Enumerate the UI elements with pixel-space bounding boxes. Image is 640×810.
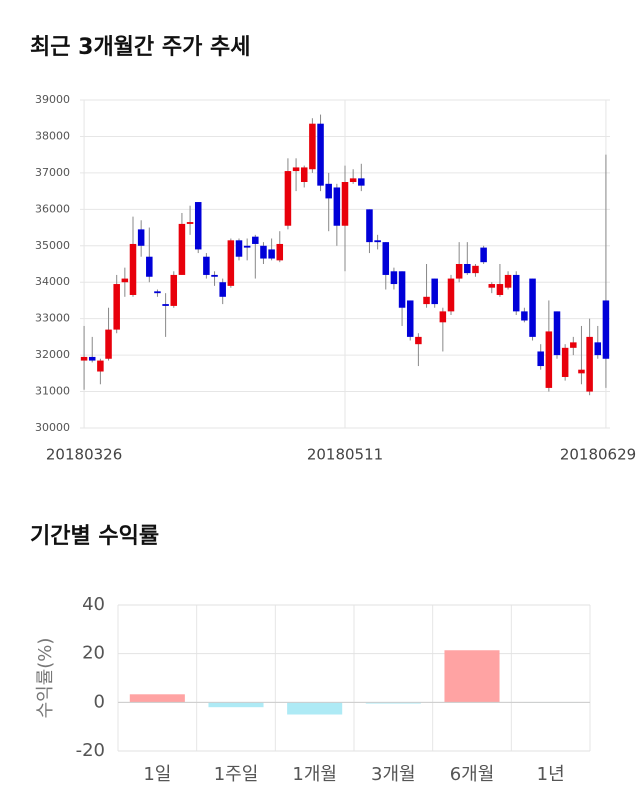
y-tick-label: 33000 bbox=[35, 312, 70, 325]
y-tick-label: 38000 bbox=[35, 129, 70, 142]
candle-body bbox=[537, 351, 544, 367]
candle-body bbox=[186, 222, 194, 224]
candle-body bbox=[431, 278, 438, 305]
candle-body bbox=[406, 300, 414, 337]
candle-body bbox=[553, 311, 561, 356]
candle-body bbox=[464, 264, 471, 274]
x-tick-label: 6개월 bbox=[450, 764, 495, 785]
y-tick-label: 20 bbox=[82, 643, 105, 664]
candle-body bbox=[496, 284, 504, 295]
x-tick-label: 20180326 bbox=[46, 446, 122, 464]
y-tick-label: 0 bbox=[94, 691, 105, 712]
candle-body bbox=[472, 265, 479, 274]
candle-body bbox=[480, 247, 487, 263]
y-tick-label: 40 bbox=[82, 594, 105, 615]
candle-body bbox=[211, 274, 218, 277]
candle-body bbox=[154, 291, 161, 294]
candle-body bbox=[113, 284, 120, 330]
candle-body bbox=[358, 178, 365, 186]
x-tick-label: 20180511 bbox=[307, 446, 383, 464]
y-tick-label: 37000 bbox=[35, 166, 70, 179]
candle-body bbox=[398, 271, 406, 308]
y-tick-label: 30000 bbox=[35, 421, 70, 434]
candle-body bbox=[309, 123, 316, 170]
candle-body bbox=[504, 274, 512, 288]
candle-body bbox=[349, 178, 357, 182]
bar bbox=[287, 702, 343, 715]
candle-body bbox=[170, 274, 178, 306]
bar bbox=[365, 702, 421, 704]
candle-body bbox=[97, 360, 104, 372]
bar bbox=[129, 694, 185, 703]
candle-body bbox=[545, 331, 553, 388]
candle-body bbox=[235, 240, 243, 257]
candle-body bbox=[284, 171, 292, 226]
candle-body bbox=[300, 167, 308, 182]
candle-body bbox=[521, 311, 528, 321]
candle-body bbox=[203, 256, 210, 275]
y-tick-label: 31000 bbox=[35, 385, 70, 398]
candle-body bbox=[146, 256, 153, 277]
candle-body bbox=[260, 245, 267, 259]
candle-body bbox=[88, 356, 96, 361]
candle-body bbox=[423, 296, 430, 305]
candle-body bbox=[529, 278, 536, 337]
bar bbox=[444, 650, 500, 703]
candle-body bbox=[178, 223, 186, 275]
candle-body bbox=[268, 249, 275, 259]
candle-body bbox=[578, 369, 585, 374]
bar bbox=[208, 702, 264, 708]
candle-body bbox=[602, 300, 610, 359]
candle-body bbox=[439, 311, 447, 323]
x-tick-label: 1주일 bbox=[214, 764, 259, 785]
candle-body bbox=[276, 243, 284, 261]
candle-body bbox=[105, 329, 112, 359]
x-tick-label: 20180629 bbox=[560, 446, 636, 464]
candle-body bbox=[292, 167, 300, 172]
candle-body bbox=[227, 240, 235, 286]
candle-body bbox=[129, 243, 137, 295]
x-tick-label: 1일 bbox=[143, 764, 171, 785]
candle-body bbox=[333, 187, 341, 226]
chart-title: 최근 3개월간 주가 추세 bbox=[30, 35, 250, 60]
candle-body bbox=[561, 347, 569, 377]
candle-body bbox=[570, 342, 577, 348]
candle-body bbox=[121, 278, 129, 283]
x-tick-label: 1년 bbox=[537, 764, 565, 785]
candle-body bbox=[512, 274, 520, 312]
candle-body bbox=[415, 336, 422, 345]
x-tick-label: 1개월 bbox=[292, 764, 337, 785]
y-tick-label: 39000 bbox=[35, 93, 70, 106]
chart-title: 기간별 수익률 bbox=[30, 524, 159, 549]
y-tick-label: 36000 bbox=[35, 202, 70, 215]
candle-body bbox=[447, 278, 455, 312]
candle-body bbox=[341, 182, 349, 226]
candle-body bbox=[390, 271, 398, 285]
candle-body bbox=[488, 284, 496, 288]
candle-body bbox=[252, 236, 259, 244]
candle-body bbox=[374, 240, 381, 243]
candle-body bbox=[586, 336, 593, 392]
y-axis-label: 수익률(%) bbox=[35, 638, 56, 719]
candle-body bbox=[194, 202, 202, 250]
candle-body bbox=[594, 342, 602, 356]
candle-body bbox=[243, 245, 251, 248]
candle-body bbox=[80, 356, 88, 361]
candle-body bbox=[366, 209, 373, 243]
candle-body bbox=[219, 282, 226, 297]
candle-body bbox=[137, 229, 145, 246]
y-tick-label: 34000 bbox=[35, 275, 70, 288]
y-tick-label: 35000 bbox=[35, 239, 70, 252]
candle-body bbox=[162, 304, 169, 306]
candle-body bbox=[455, 264, 463, 279]
y-tick-label: 32000 bbox=[35, 348, 70, 361]
candle-body bbox=[317, 123, 324, 186]
y-tick-label: -20 bbox=[76, 740, 105, 761]
x-tick-label: 3개월 bbox=[371, 764, 416, 785]
candle-body bbox=[382, 242, 390, 275]
candle-body bbox=[325, 183, 332, 199]
